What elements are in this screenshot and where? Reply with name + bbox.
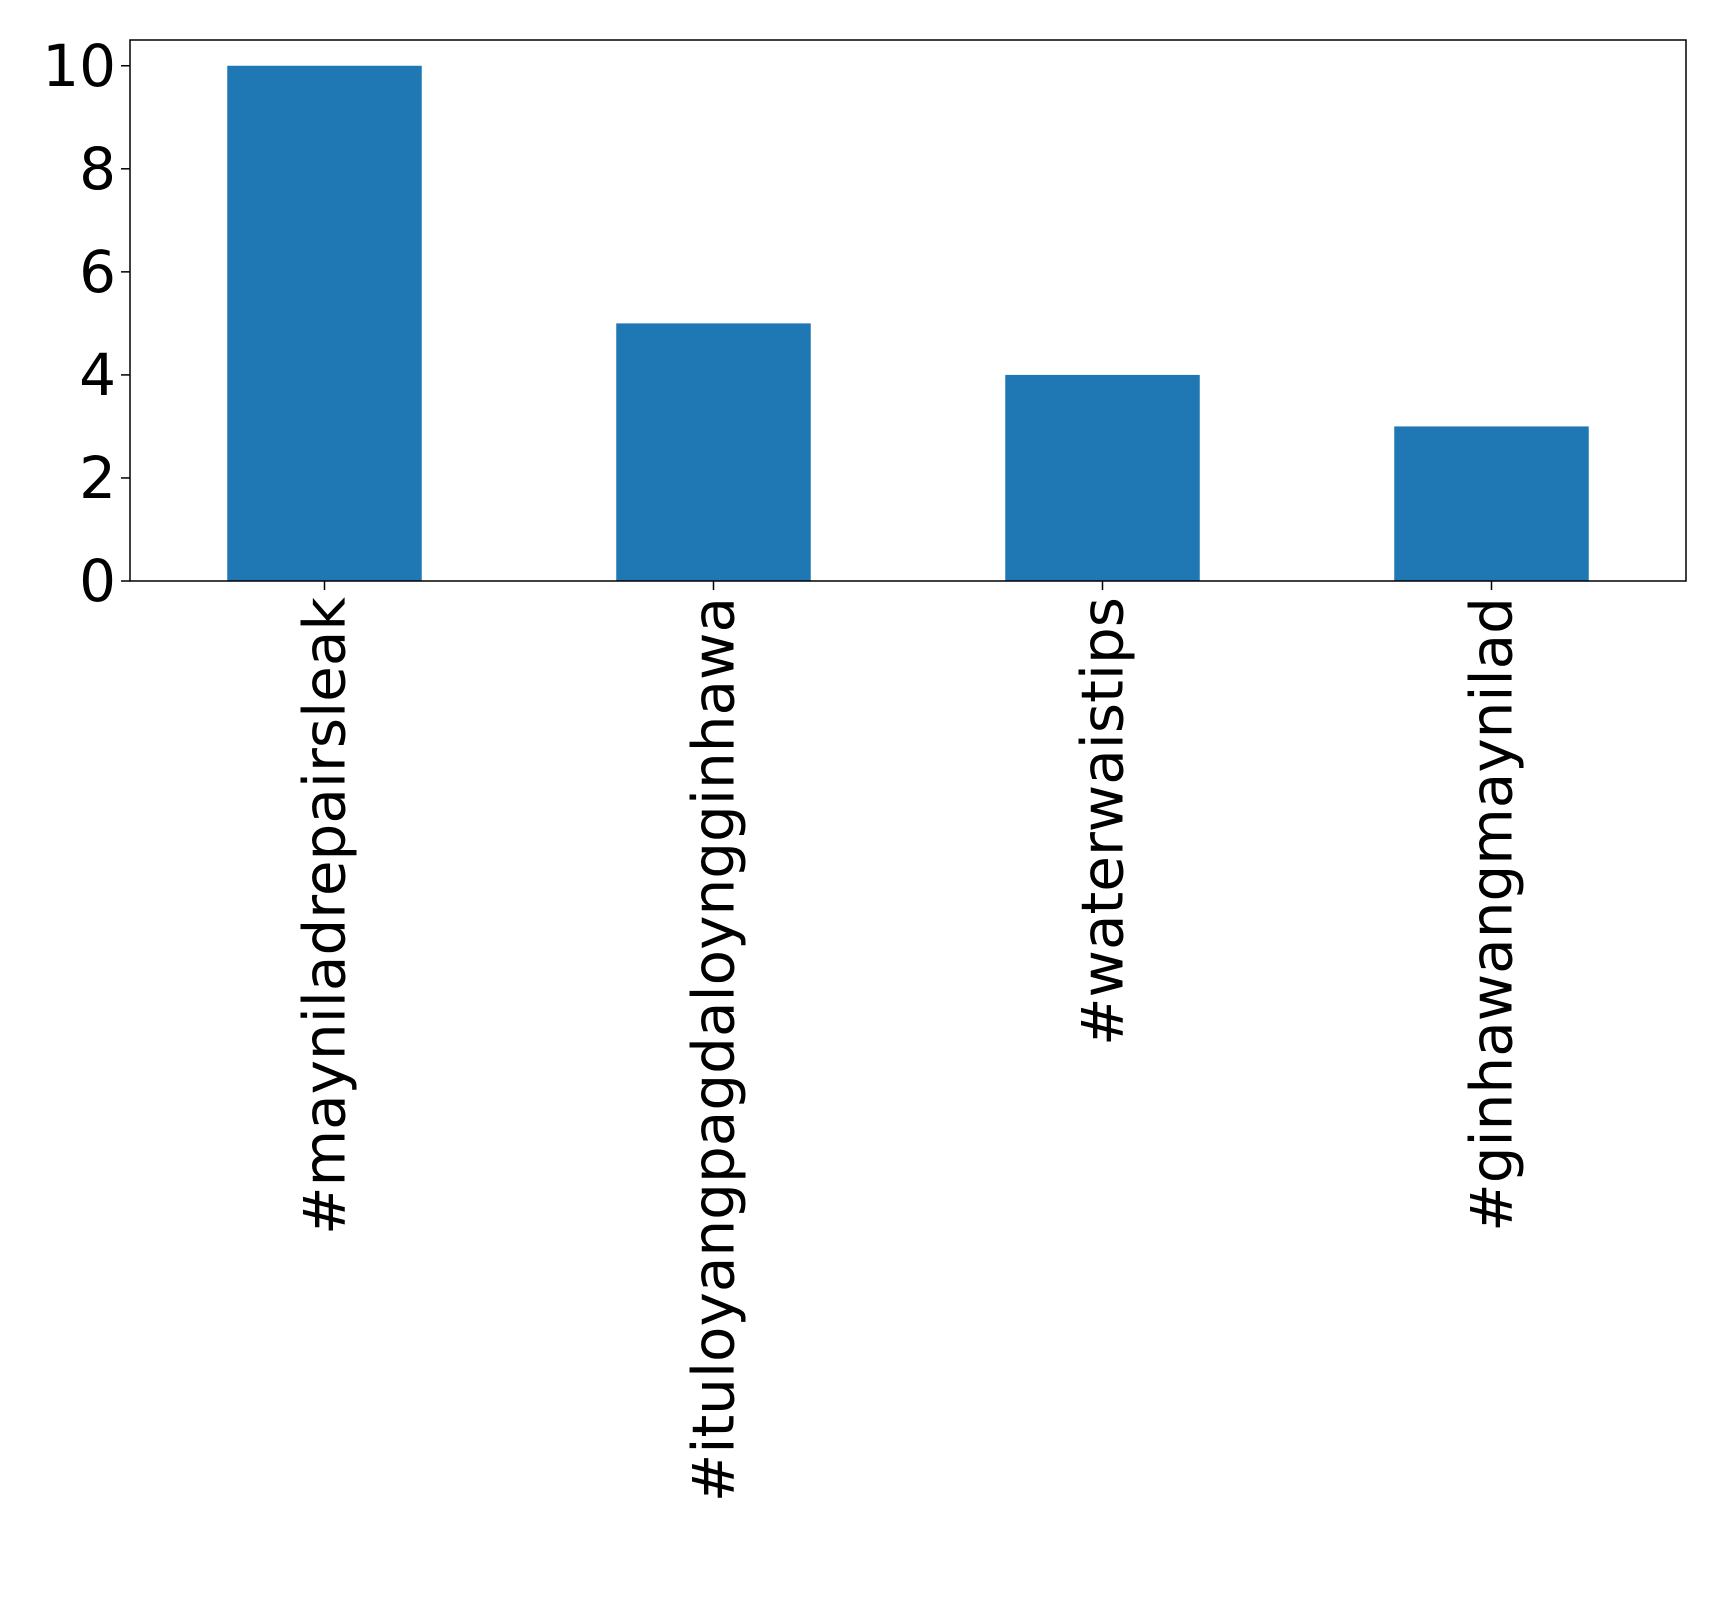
y-tick-label: 6 (79, 238, 116, 306)
y-tick-label: 10 (42, 32, 116, 100)
y-tick-label: 4 (79, 341, 116, 409)
bar-1 (227, 65, 422, 581)
x-tick-label: #waterwaistips (1069, 597, 1137, 1046)
y-axis: 0 2 4 6 8 10 (42, 32, 130, 615)
x-tick-label: #ginhawangmaynilad (1458, 597, 1526, 1232)
bar-4 (1394, 426, 1589, 581)
y-tick-label: 0 (79, 547, 116, 615)
y-tick-label: 8 (79, 135, 116, 203)
x-axis: #mayniladrepairsleak #ituloyangpagdaloyng… (291, 581, 1526, 1502)
y-tick-label: 2 (79, 444, 116, 512)
bars-layer (227, 65, 1589, 581)
bar-3 (1005, 374, 1200, 581)
x-tick-label: #mayniladrepairsleak (291, 597, 359, 1235)
bar-2 (616, 323, 811, 581)
x-tick-label: #ituloyangpagdaloyngginhawa (680, 597, 748, 1502)
plot-frame (129, 39, 1687, 582)
